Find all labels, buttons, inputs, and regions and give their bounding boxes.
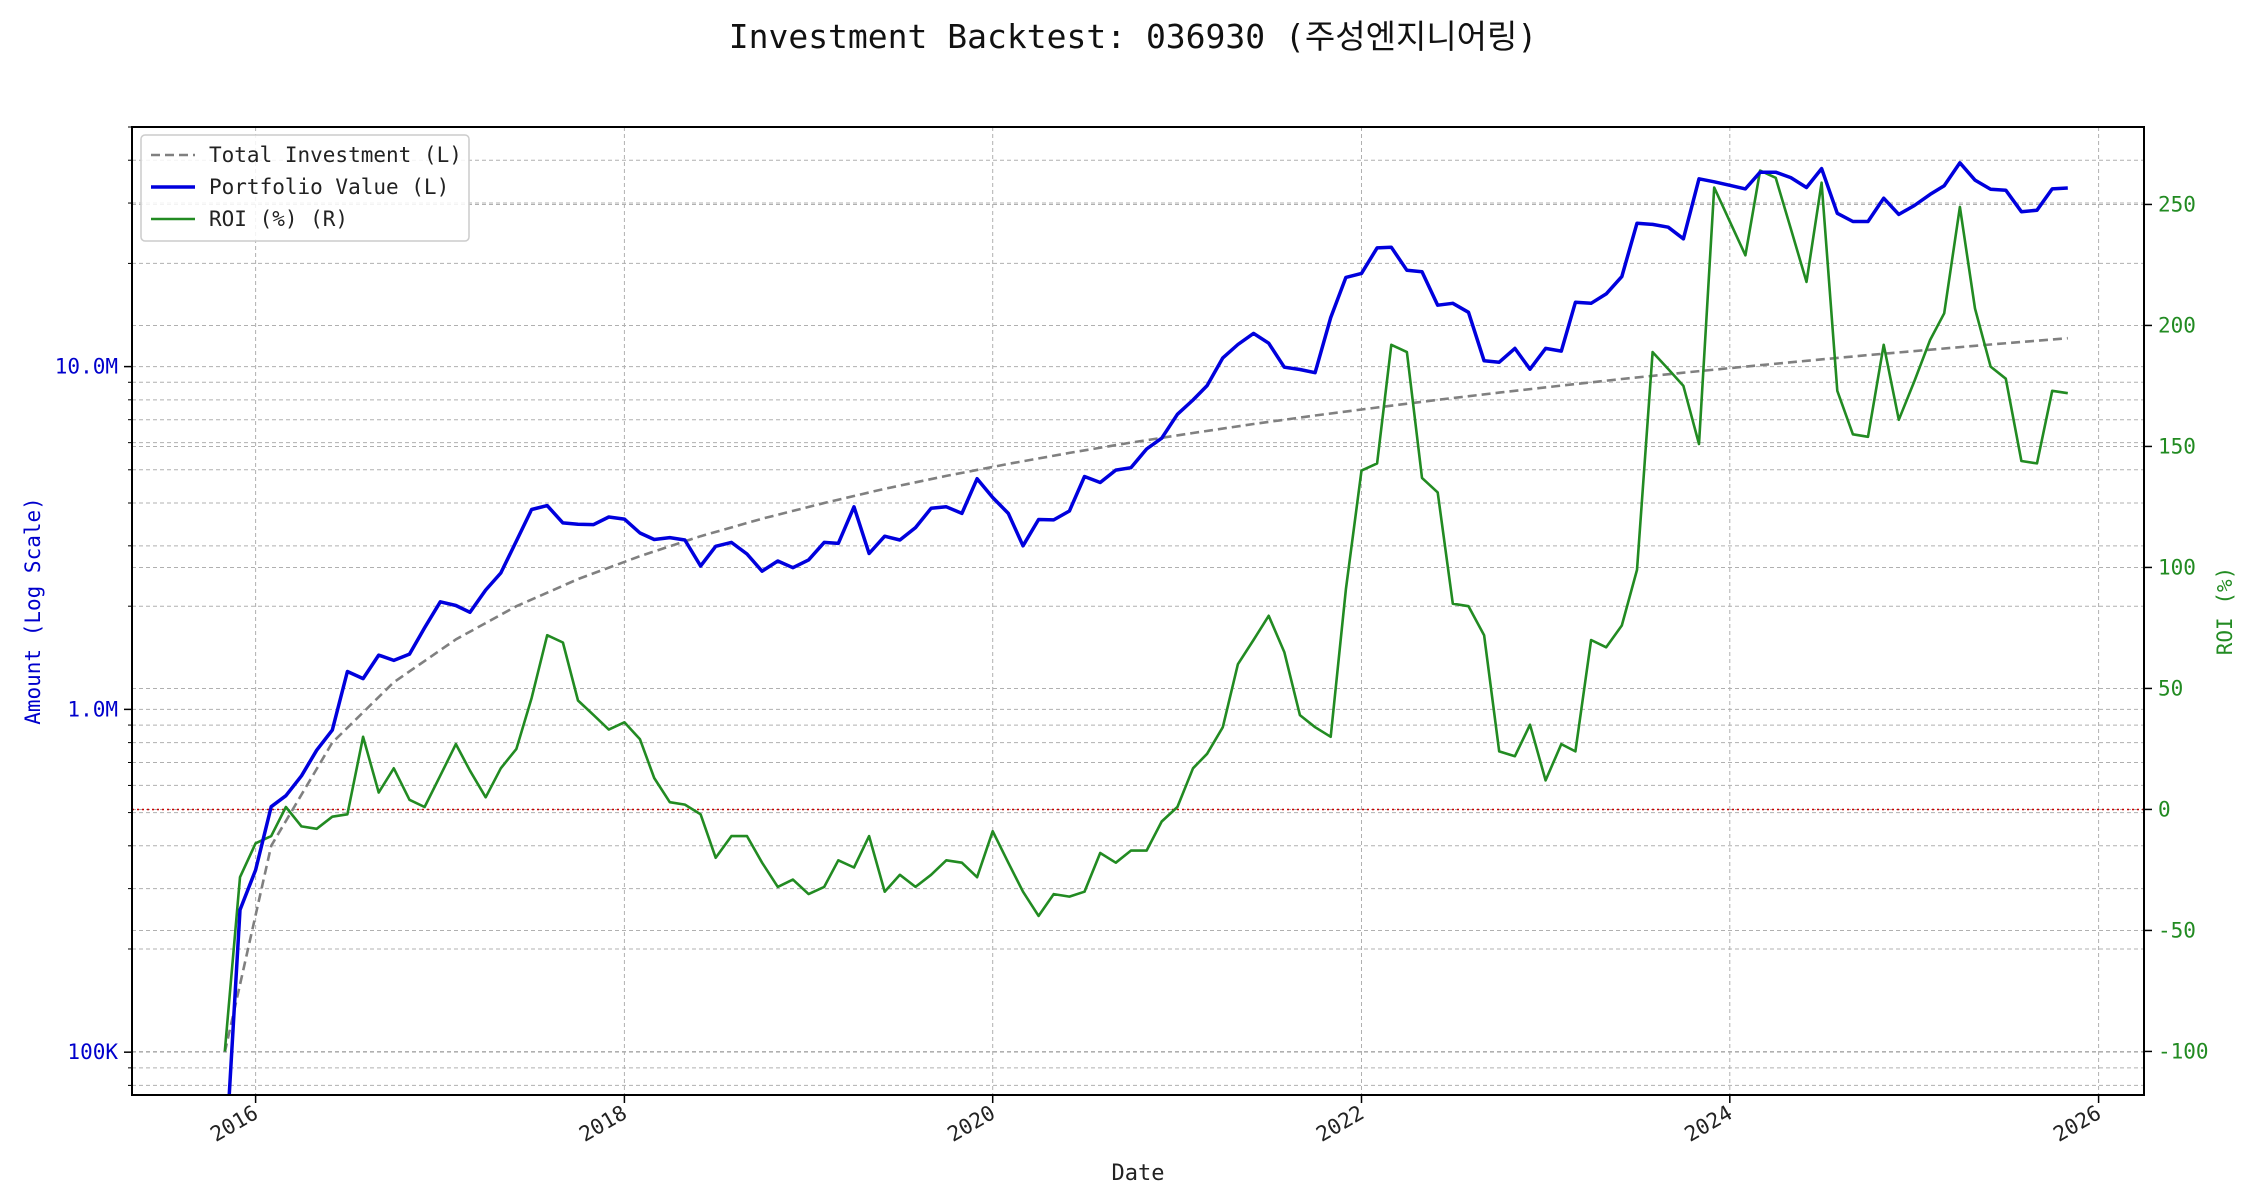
left-axis-label: Amount (Log Scale) xyxy=(21,497,45,725)
series-layer xyxy=(223,161,2068,1095)
right-tick-label: 0 xyxy=(2158,797,2171,821)
legend-box xyxy=(140,134,470,242)
right-tick-label: -100 xyxy=(2158,1039,2209,1063)
right-axis-ticks: -100 -50 0 50 100 150 200 250 xyxy=(2144,192,2209,1063)
right-axis-label: ROI (%) xyxy=(2213,567,2237,656)
chart-title: Investment Backtest: 036930 (주성엔지니어링) xyxy=(729,17,1538,56)
x-axis-label: Date xyxy=(1112,1161,1165,1186)
series-line-0 xyxy=(223,336,2068,1053)
left-axis-ticks: 100K 1.0M 10.0M xyxy=(55,126,132,1086)
left-tick-label: 1.0M xyxy=(67,697,118,721)
legend-label-0: Total Investment (L) xyxy=(209,143,462,167)
legend-label-2: ROI (%) (R) xyxy=(209,207,348,231)
right-tick-label: 100 xyxy=(2158,555,2196,579)
series-line-1 xyxy=(227,161,2068,1095)
grid xyxy=(132,126,2144,1095)
right-tick-label: 250 xyxy=(2158,192,2196,216)
right-tick-label: 150 xyxy=(2158,434,2196,458)
legend: Total Investment (L) Portfolio Value (L) R… xyxy=(140,134,470,242)
left-tick-label: 100K xyxy=(67,1040,118,1064)
legend-label-1: Portfolio Value (L) xyxy=(209,175,449,199)
right-tick-label: 50 xyxy=(2158,676,2183,700)
x-axis-ticks: 2016 2018 2020 2022 2024 2026 xyxy=(206,1095,2105,1147)
right-tick-label: -50 xyxy=(2158,918,2196,942)
right-tick-label: 200 xyxy=(2158,313,2196,337)
left-tick-label: 10.0M xyxy=(55,355,118,379)
plot-frame xyxy=(131,126,2145,1096)
